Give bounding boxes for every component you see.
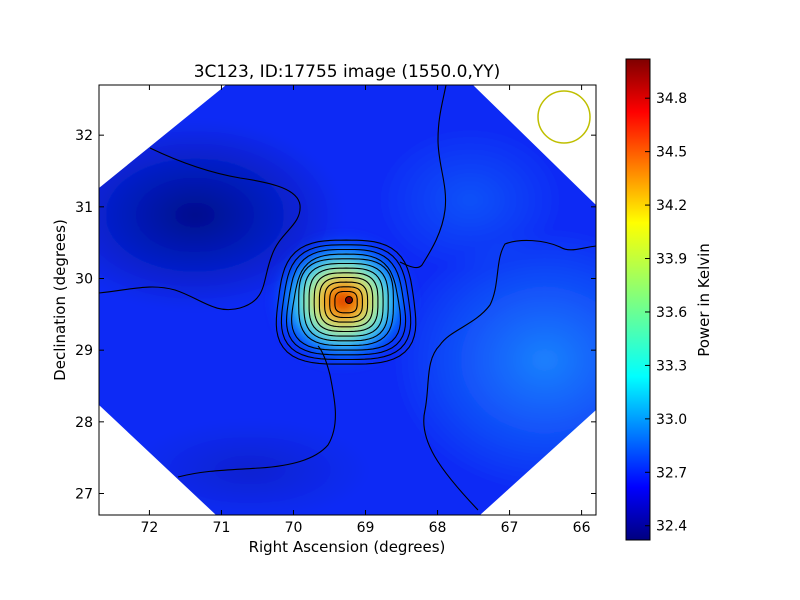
contour-ring <box>275 239 417 365</box>
y-tick-label: 30 <box>75 272 93 288</box>
y-axis: 27 28 29 30 31 32 <box>75 128 596 503</box>
contour-right <box>423 239 596 511</box>
x-tick-label: 72 <box>141 520 159 536</box>
x-axis-label: Right Ascension (degrees) <box>249 538 446 556</box>
y-tick-label: 27 <box>75 487 93 503</box>
x-tick-label: 66 <box>573 520 591 536</box>
contour-ring <box>291 253 402 351</box>
heatmap-image <box>99 85 596 515</box>
contour-ring <box>303 262 389 342</box>
bright-region-upper <box>380 130 560 270</box>
x-tick-label: 69 <box>357 520 375 536</box>
colorbar-gradient <box>625 58 651 541</box>
x-tick-label: 68 <box>429 520 447 536</box>
contour-ring <box>334 290 358 314</box>
contour-upper-left <box>99 147 301 311</box>
beam-marker <box>537 90 591 144</box>
source-emission <box>276 240 410 362</box>
contour-ring <box>324 281 369 323</box>
x-tick-label: 71 <box>213 520 231 536</box>
contour-ring <box>318 276 374 328</box>
dark-region-lower <box>130 420 370 515</box>
colorbar: 32.4 32.7 33.0 33.3 33.6 33.9 34.2 34.5 34.8 Pow… <box>625 58 713 541</box>
plot-area-frame <box>98 84 597 516</box>
colorbar-tick-label: 33.3 <box>656 358 687 374</box>
contour-ring <box>285 248 407 356</box>
y-tick-label: 31 <box>75 200 93 216</box>
colorbar-label: Power in Kelvin <box>695 243 713 357</box>
y-tick-label: 28 <box>75 415 93 431</box>
x-tick-label: 67 <box>501 520 519 536</box>
y-axis-label: Declination (degrees) <box>51 219 69 381</box>
contour-ring <box>298 258 394 347</box>
y-tick-label: 29 <box>75 343 93 359</box>
colorbar-tick-label: 32.7 <box>656 465 687 481</box>
colorbar-tick-label: 34.8 <box>656 91 687 107</box>
x-axis: 72 71 70 69 68 67 66 <box>141 85 591 536</box>
contour-ring <box>329 286 363 319</box>
colorbar-tick-label: 34.5 <box>656 145 687 161</box>
contour-ring <box>308 267 384 337</box>
source-peak-marker <box>344 295 354 305</box>
bright-region <box>395 230 596 490</box>
colorbar-tick-label: 32.4 <box>656 519 687 535</box>
source-contours <box>275 239 417 365</box>
colorbar-tick-label: 34.2 <box>656 198 687 214</box>
colorbar-tick-label: 33.9 <box>656 252 687 268</box>
y-tick-label: 32 <box>75 128 93 144</box>
contour-top <box>399 85 447 269</box>
contour-ring <box>280 244 412 361</box>
chart-title: 3C123, ID:17755 image (1550.0,YY) <box>194 62 501 82</box>
x-tick-label: 70 <box>285 520 303 536</box>
colorbar-ticks: 32.4 32.7 33.0 33.3 33.6 33.9 34.2 34.5 34.8 <box>645 91 687 535</box>
colorbar-tick-label: 33.6 <box>656 305 687 321</box>
colorbar-tick-label: 33.0 <box>656 412 687 428</box>
contour-ring <box>313 272 379 333</box>
